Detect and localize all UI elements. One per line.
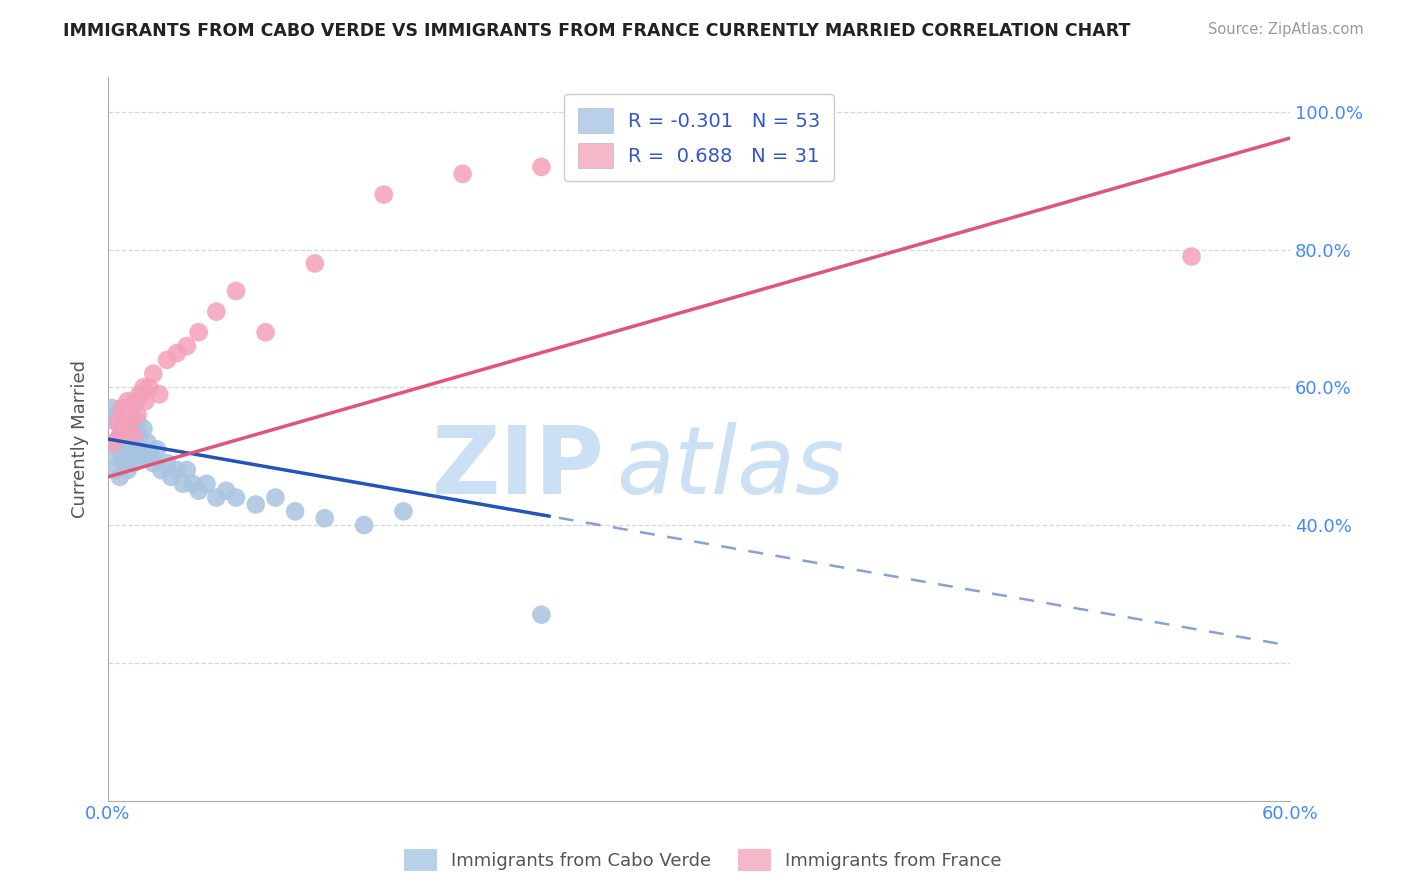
Point	[108, 428, 131, 442]
Point	[353, 518, 375, 533]
Text: atlas: atlas	[616, 423, 845, 514]
Point	[284, 504, 307, 518]
Point	[107, 408, 129, 422]
Point	[117, 428, 139, 442]
Point	[156, 352, 179, 367]
Point	[205, 304, 228, 318]
Point	[114, 408, 136, 422]
Point	[112, 408, 135, 422]
Point	[530, 607, 553, 622]
Point	[101, 401, 124, 415]
Point	[114, 422, 136, 436]
Point	[373, 187, 395, 202]
Point	[205, 491, 228, 505]
Point	[142, 456, 165, 470]
Point	[138, 380, 160, 394]
Point	[142, 367, 165, 381]
Point	[117, 394, 139, 409]
Point	[117, 463, 139, 477]
Point	[124, 394, 146, 409]
Point	[132, 380, 155, 394]
Point	[160, 470, 183, 484]
Point	[131, 442, 153, 457]
Point	[104, 463, 127, 477]
Point	[128, 387, 150, 401]
Point	[122, 422, 145, 436]
Point	[176, 339, 198, 353]
Point	[134, 394, 156, 409]
Point	[108, 428, 131, 442]
Point	[111, 401, 134, 415]
Point	[156, 456, 179, 470]
Point	[314, 511, 336, 525]
Point	[225, 491, 247, 505]
Point	[111, 449, 134, 463]
Point	[166, 463, 188, 477]
Point	[118, 415, 141, 429]
Text: Source: ZipAtlas.com: Source: ZipAtlas.com	[1208, 22, 1364, 37]
Point	[112, 422, 135, 436]
Point	[148, 387, 170, 401]
Point	[150, 463, 173, 477]
Text: ZIP: ZIP	[432, 422, 605, 514]
Point	[530, 160, 553, 174]
Point	[111, 415, 134, 429]
Point	[187, 326, 209, 340]
Point	[128, 428, 150, 442]
Point	[112, 456, 135, 470]
Text: IMMIGRANTS FROM CABO VERDE VS IMMIGRANTS FROM FRANCE CURRENTLY MARRIED CORRELATI: IMMIGRANTS FROM CABO VERDE VS IMMIGRANTS…	[63, 22, 1130, 40]
Point	[451, 167, 474, 181]
Point	[127, 449, 149, 463]
Point	[245, 498, 267, 512]
Point	[121, 401, 143, 415]
Point	[124, 428, 146, 442]
Point	[134, 449, 156, 463]
Point	[127, 408, 149, 422]
Point	[187, 483, 209, 498]
Point	[215, 483, 238, 498]
Point	[254, 326, 277, 340]
Point	[264, 491, 287, 505]
Point	[103, 435, 125, 450]
Point	[121, 408, 143, 422]
Point	[1180, 250, 1202, 264]
Point	[117, 401, 139, 415]
Y-axis label: Currently Married: Currently Married	[72, 360, 89, 518]
Point	[107, 435, 129, 450]
Legend: Immigrants from Cabo Verde, Immigrants from France: Immigrants from Cabo Verde, Immigrants f…	[396, 842, 1010, 879]
Point	[166, 346, 188, 360]
Point	[114, 442, 136, 457]
Point	[172, 476, 194, 491]
Point	[121, 435, 143, 450]
Legend: R = -0.301   N = 53, R =  0.688   N = 31: R = -0.301 N = 53, R = 0.688 N = 31	[564, 95, 834, 181]
Point	[108, 470, 131, 484]
Point	[707, 153, 730, 167]
Point	[176, 463, 198, 477]
Point	[118, 415, 141, 429]
Point	[181, 476, 204, 491]
Point	[132, 422, 155, 436]
Point	[122, 456, 145, 470]
Point	[141, 449, 163, 463]
Point	[304, 256, 326, 270]
Point	[104, 415, 127, 429]
Point	[392, 504, 415, 518]
Point	[136, 435, 159, 450]
Point	[146, 442, 169, 457]
Point	[195, 476, 218, 491]
Point	[118, 449, 141, 463]
Point	[127, 415, 149, 429]
Point	[103, 449, 125, 463]
Point	[225, 284, 247, 298]
Point	[122, 428, 145, 442]
Point	[107, 415, 129, 429]
